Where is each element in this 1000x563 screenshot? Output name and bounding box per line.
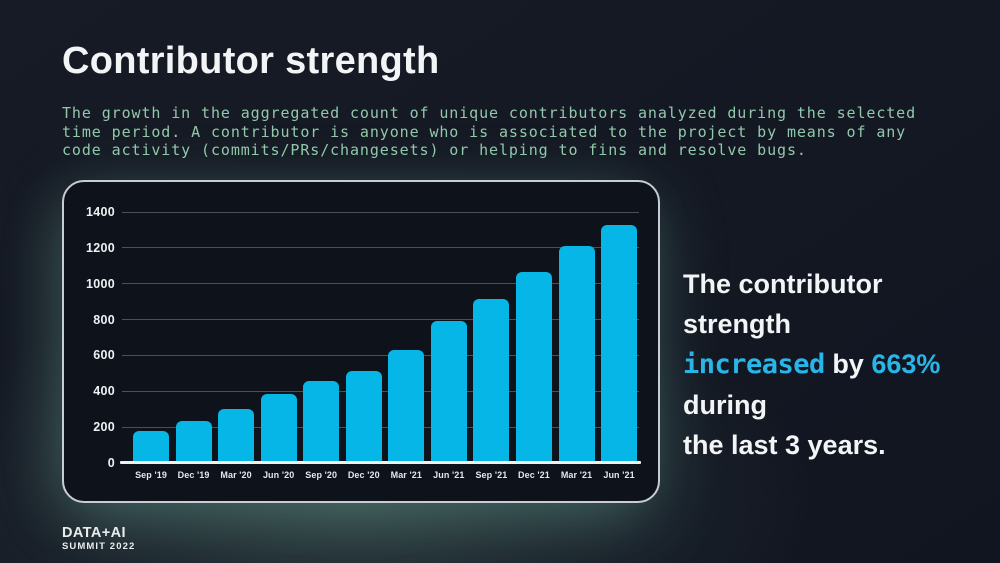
bar [218,409,255,463]
logo-subtitle: SUMMIT 2022 [62,541,136,552]
x-tick-label: Mar '21 [390,470,422,480]
bar [388,350,425,463]
x-tick-label: Mar '21 [560,470,593,480]
bar [175,421,212,463]
page-title: Contributor strength [62,40,440,82]
gridline [122,319,639,321]
y-tick-label: 600 [93,348,115,363]
logo-title: DATA+AI [62,525,126,541]
x-tick-label: Jun '21 [603,470,635,480]
x-tick-label: Sep '19 [135,470,167,480]
data-ai-summit-logo: DATA+AI SUMMIT 2022 [62,525,136,553]
y-tick-label: 1200 [85,240,115,255]
y-tick-label: 400 [93,384,115,399]
x-tick-label: Mar '20 [220,470,252,480]
x-tick-label: Dec '20 [347,470,380,480]
x-tick-label: Dec '21 [518,470,550,480]
insight-keyword: increased [683,349,825,380]
x-tick-label: Dec '19 [177,470,210,480]
bar [430,321,467,463]
y-tick-label: 1000 [85,276,115,291]
bar [303,381,340,463]
bar [473,299,510,463]
insight-line: increased by 663% [683,344,983,385]
bar [515,272,552,463]
x-tick-label: Sep '21 [475,470,508,480]
insight-percentage: 663% [871,349,941,379]
y-tick-label: 1400 [85,205,115,219]
chart-x-axis-line [120,461,641,464]
bar [345,371,382,463]
chart-y-axis: 0 200 400 600 800 1000 1200 1400 [64,205,115,470]
insight-text: The contributor strength increased by 66… [683,264,983,465]
insight-line: during [683,390,767,420]
bar [601,225,638,463]
insight-line: strength [683,309,791,339]
gridline [122,211,639,213]
description-text: The growth in the aggregated count of un… [62,104,942,160]
chart-plot [122,211,639,463]
bar [260,394,297,463]
description-line: time period. A contributor is anyone who… [62,122,907,141]
x-tick-label: Jun '20 [262,470,295,480]
insight-line: the last 3 years. [683,430,886,460]
y-tick-label: 0 [107,456,115,470]
bar [133,431,169,463]
gridline [122,283,639,285]
description-line: code activity (commits/PRs/changesets) o… [62,141,807,160]
y-tick-label: 200 [93,420,115,435]
insight-line: The contributor [683,269,883,299]
chart-x-axis: Sep '19 Dec '19 Mar '20 Jun '20 Sep '20 Dec '… [122,470,639,484]
gridline [122,354,639,356]
y-tick-label: 800 [93,312,115,327]
description-line: The growth in the aggregated count of un… [62,104,917,122]
chart-panel: 0 200 400 600 800 1000 1200 1400 Sep '19 Dec '19… [62,180,660,503]
x-tick-label: Sep '20 [305,470,338,480]
gridline [122,247,639,249]
insight-connector: by [824,349,872,379]
x-tick-label: Jun '21 [433,470,465,480]
bar [558,246,595,463]
